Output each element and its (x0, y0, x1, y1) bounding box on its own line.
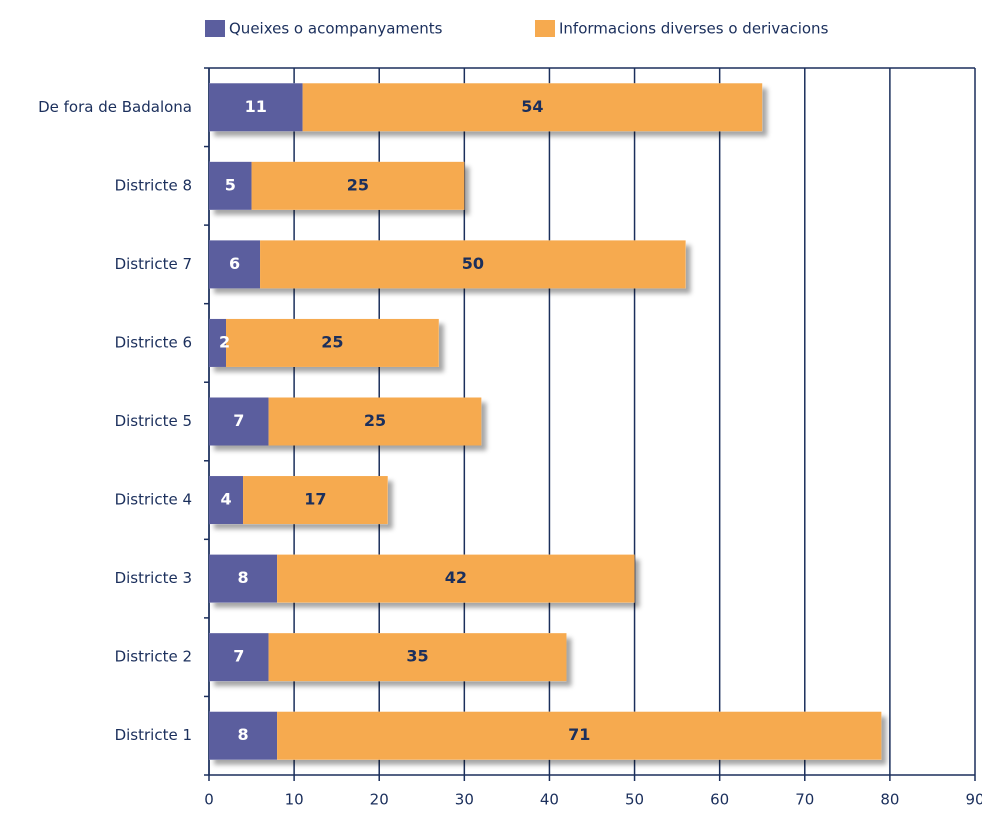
y-tick-label: De fora de Badalona (38, 98, 192, 116)
bar (260, 240, 686, 289)
y-tick-label: Districte 7 (115, 255, 192, 273)
y-tick-label: Districte 8 (115, 176, 192, 194)
bar (209, 318, 227, 367)
y-tick-label: Districte 1 (115, 726, 192, 744)
bar (209, 476, 244, 525)
x-tick-label: 70 (795, 791, 814, 809)
x-tick-label: 80 (880, 791, 899, 809)
bar (268, 633, 567, 682)
data-label: 8 (237, 568, 248, 587)
data-label: 5 (225, 175, 236, 194)
bar (226, 318, 439, 367)
data-label: 54 (521, 97, 543, 116)
bar (302, 83, 763, 132)
legend-swatch (535, 20, 555, 37)
y-tick-label: Districte 4 (115, 491, 192, 509)
bar (209, 554, 278, 603)
y-tick-label: Districte 5 (115, 412, 192, 430)
legend-swatch (205, 20, 225, 37)
x-tick-label: 50 (625, 791, 644, 809)
data-label: 35 (406, 647, 428, 666)
bar (209, 161, 252, 210)
data-label: 2 (219, 332, 230, 351)
bar (251, 161, 465, 210)
bar (209, 633, 269, 682)
x-tick-label: 0 (204, 791, 214, 809)
x-tick-label: 10 (285, 791, 304, 809)
data-label: 71 (568, 725, 590, 744)
y-tick-label: Districte 3 (115, 569, 192, 587)
bar (268, 397, 482, 446)
bar (209, 397, 269, 446)
x-tick-label: 20 (370, 791, 389, 809)
bar (277, 554, 635, 603)
data-label: 25 (364, 411, 386, 430)
data-label: 25 (347, 175, 369, 194)
x-tick-label: 90 (965, 791, 982, 809)
data-label: 50 (462, 254, 484, 273)
x-tick-label: 30 (455, 791, 474, 809)
x-tick-label: 60 (710, 791, 729, 809)
data-label: 17 (304, 490, 326, 509)
data-label: 11 (245, 97, 267, 116)
data-label: 7 (233, 647, 244, 666)
y-tick-label: Districte 2 (115, 648, 192, 666)
bar (209, 83, 303, 132)
bar (243, 476, 388, 525)
data-label: 8 (237, 725, 248, 744)
data-label: 6 (229, 254, 240, 273)
x-tick-label: 40 (540, 791, 559, 809)
bar (209, 711, 278, 760)
bar (277, 711, 882, 760)
data-label: 4 (220, 490, 231, 509)
legend-label: Queixes o acompanyaments (229, 20, 443, 38)
data-label: 7 (233, 411, 244, 430)
data-label: 25 (321, 332, 343, 351)
bar (209, 240, 261, 289)
legend-label: Informacions diverses o derivacions (559, 20, 829, 38)
y-tick-label: Districte 6 (115, 333, 192, 351)
data-label: 42 (445, 568, 467, 587)
